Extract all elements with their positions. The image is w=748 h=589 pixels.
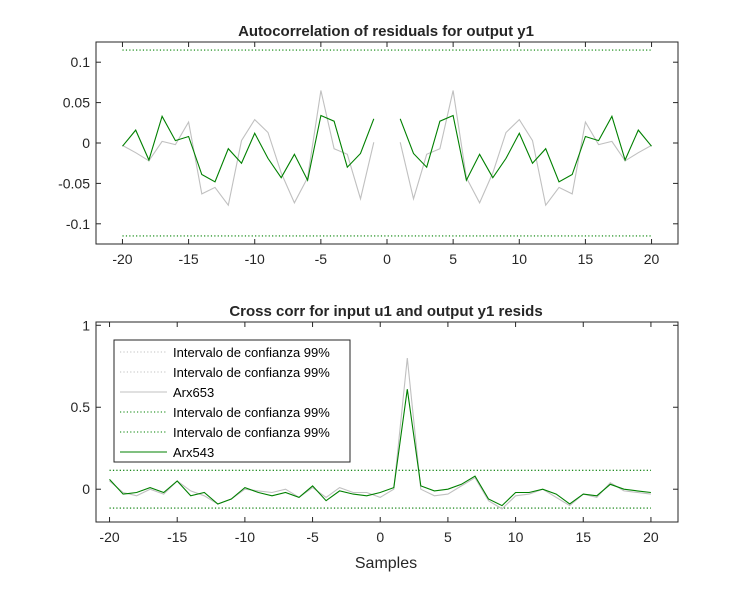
series-line-gray	[122, 90, 375, 207]
legend-label: Arx543	[173, 445, 214, 460]
x-tick-label: -20	[99, 529, 119, 545]
legend-label: Intervalo de confianza 99%	[173, 425, 330, 440]
x-tick-label: 0	[383, 251, 391, 267]
y-tick-label: 0.5	[71, 399, 91, 415]
autocorrelation-axes: Autocorrelation of residuals for output …	[58, 23, 679, 267]
legend-label: Intervalo de confianza 99%	[173, 365, 330, 380]
x-tick-label: -5	[315, 251, 328, 267]
series-line-green	[122, 114, 375, 183]
crosscorr-plot-area	[109, 358, 651, 510]
autocorrelation-title: Autocorrelation of residuals for output …	[238, 23, 534, 40]
legend-label: Arx653	[173, 385, 214, 400]
x-tick-label: -10	[245, 251, 265, 267]
x-tick-label: 10	[511, 251, 527, 267]
y-tick-label: 0	[82, 481, 90, 497]
x-tick-label: -15	[167, 529, 187, 545]
legend: Intervalo de confianza 99% Intervalo de c…	[113, 339, 351, 463]
x-tick-label: 5	[444, 529, 452, 545]
x-tick-label: 20	[643, 529, 659, 545]
series-line-arx543	[109, 389, 651, 507]
legend-entries: Intervalo de confianza 99% Intervalo de c…	[120, 345, 330, 460]
autocorrelation-ticks: -20 -15 -10 -5 0 5 10 15 20 -0.1 -0.05 0 0.05 0.1	[58, 42, 678, 267]
series-line-green	[399, 114, 652, 183]
x-tick-label: 10	[508, 529, 524, 545]
crosscorr-axes-box	[95, 321, 679, 523]
x-tick-label: 5	[449, 251, 457, 267]
legend-label: Intervalo de confianza 99%	[173, 345, 330, 360]
y-tick-label: -0.1	[66, 216, 90, 232]
legend-label: Intervalo de confianza 99%	[173, 405, 330, 420]
y-tick-label: 1	[82, 317, 90, 333]
x-tick-label: 15	[578, 251, 594, 267]
crosscorr-ticks: -20 -15 -10 -5 0 5 10 15 20 0 0.5 1	[71, 317, 678, 545]
x-tick-label: -10	[235, 529, 255, 545]
x-tick-label: 20	[644, 251, 660, 267]
x-tick-label: 15	[575, 529, 591, 545]
legend-box	[113, 339, 351, 463]
x-tick-label: -15	[178, 251, 198, 267]
series-line-arx653	[109, 358, 651, 510]
autocorrelation-plot-area	[122, 49, 652, 237]
y-tick-label: 0.1	[71, 54, 91, 70]
y-tick-label: 0.05	[63, 95, 90, 111]
crosscorr-title: Cross corr for input u1 and output y1 re…	[229, 303, 542, 320]
y-tick-label: 0	[82, 135, 90, 151]
x-tick-label: 0	[376, 529, 384, 545]
crosscorr-axes: Cross corr for input u1 and output y1 re…	[71, 303, 679, 572]
y-tick-label: -0.05	[58, 175, 90, 191]
series-line-gray	[399, 90, 652, 207]
x-tick-label: -5	[306, 529, 319, 545]
x-tick-label: -20	[112, 251, 132, 267]
crosscorr-xlabel: Samples	[355, 555, 417, 572]
